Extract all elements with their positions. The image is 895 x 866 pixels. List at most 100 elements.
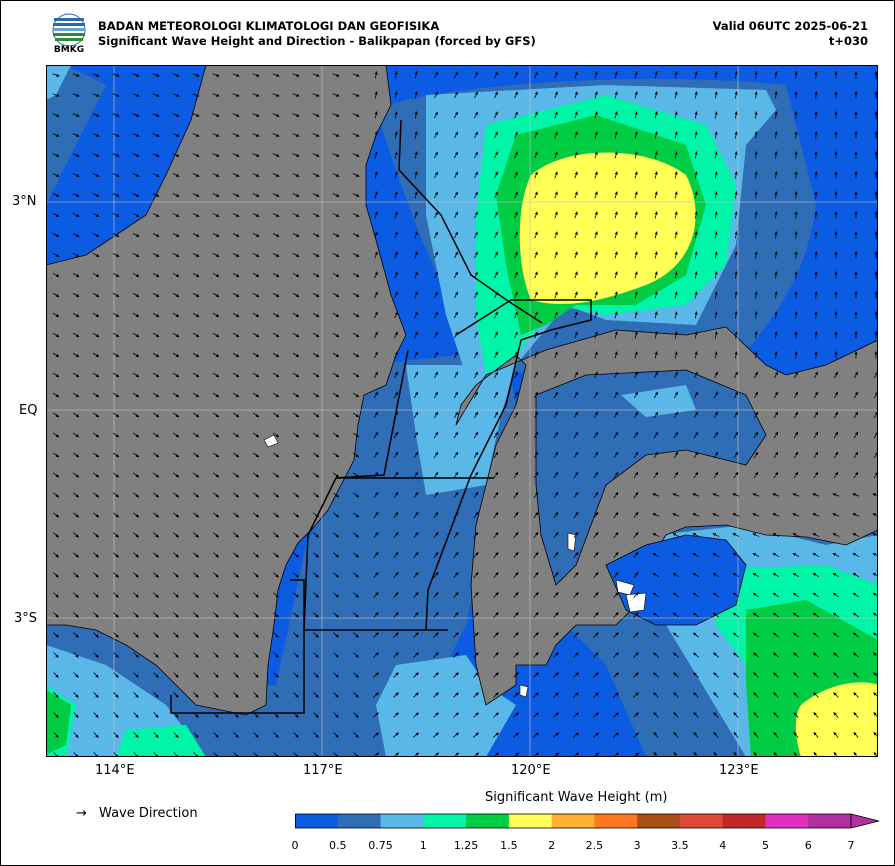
wave-arrow — [453, 431, 459, 439]
wave-arrow — [312, 392, 320, 398]
wave-arrow — [594, 311, 598, 319]
wave-arrow — [393, 491, 399, 499]
wave-arrow — [714, 231, 718, 239]
wave-arrow — [732, 493, 740, 497]
wave-arrow — [352, 332, 360, 338]
wave-arrow — [172, 472, 180, 478]
wave-arrow — [614, 271, 618, 279]
wave-arrow — [833, 391, 839, 399]
wave-arrow — [774, 251, 778, 259]
graticule — [46, 65, 878, 757]
wave-arrow — [494, 131, 498, 139]
wave-arrow — [594, 251, 598, 259]
wave-arrow — [413, 411, 419, 419]
wave-arrow — [132, 412, 140, 418]
wave-arrow — [693, 411, 699, 419]
wave-arrow — [252, 472, 260, 478]
wave-arrow — [192, 252, 200, 258]
wave-arrow — [52, 173, 60, 177]
wave-arrow — [152, 392, 160, 398]
wave-arrow — [312, 73, 320, 77]
wave-arrow — [554, 71, 558, 79]
wave-arrow — [634, 71, 638, 79]
wave-arrow — [614, 191, 618, 199]
wave-arrow — [272, 173, 280, 177]
wave-arrow — [212, 392, 220, 398]
colorbar-label: 0.5 — [329, 839, 347, 852]
wave-arrow — [112, 233, 120, 237]
wave-arrow — [132, 233, 140, 237]
wave-arrow — [152, 292, 160, 298]
colorbar-segment — [594, 814, 638, 828]
wave-arrow — [152, 472, 160, 478]
wave-arrow — [393, 451, 399, 459]
wave-arrow — [132, 153, 140, 157]
wave-arrow — [72, 173, 80, 177]
wave-arrow — [734, 331, 738, 339]
wave-arrow — [272, 252, 280, 258]
wave-arrow — [534, 231, 538, 239]
wave-arrow — [272, 193, 280, 197]
wave-arrow — [794, 91, 798, 99]
wave-arrow — [212, 472, 220, 478]
colorbar-segment — [551, 814, 595, 828]
wave-arrow — [594, 151, 598, 159]
wave-arrow — [654, 211, 658, 219]
wave-arrow — [232, 472, 240, 478]
wave-arrow — [733, 391, 739, 399]
wave-arrow — [172, 292, 180, 298]
wave-arrow — [152, 432, 160, 438]
wave-arrow — [413, 451, 419, 459]
wave-arrow — [92, 173, 100, 177]
wave-arrow — [772, 493, 780, 497]
wave-arrow — [673, 391, 679, 399]
wave-arrow — [332, 432, 340, 438]
wave-arrow — [394, 131, 398, 139]
lat-tick-eq: EQ — [19, 403, 38, 418]
wave-arrow — [112, 392, 120, 398]
wave-arrow — [473, 491, 479, 499]
wave-arrow — [152, 272, 160, 278]
wave-arrow — [674, 111, 678, 119]
wave-arrow — [494, 271, 498, 279]
wave-arrow — [52, 372, 60, 378]
wave-arrow — [92, 93, 100, 97]
wave-arrow — [513, 471, 519, 479]
wave-arrow — [413, 471, 419, 479]
wave-arrow — [554, 131, 558, 139]
wave-arrow — [292, 292, 300, 298]
wave-arrow — [733, 471, 739, 479]
wave-arrow — [773, 431, 779, 439]
wave-arrow — [132, 392, 140, 398]
wave-arrow — [812, 493, 820, 497]
wave-arrow — [252, 392, 260, 398]
wave-arrow — [594, 111, 598, 119]
wave-arrow — [654, 131, 658, 139]
wave-arrow — [374, 191, 378, 199]
wave-arrow — [374, 271, 378, 279]
wave-arrow — [374, 291, 378, 299]
wave-arrow — [172, 233, 180, 237]
colorbar-label: 2 — [548, 839, 556, 852]
wave-arrow — [714, 351, 718, 359]
wave-arrow — [92, 372, 100, 378]
wave-arrow — [292, 233, 300, 237]
wave-arrow — [513, 391, 519, 399]
wave-arrow — [674, 191, 678, 199]
wave-arrow — [192, 472, 200, 478]
wave-arrow — [673, 451, 679, 459]
island-1 — [263, 434, 279, 448]
wave-arrow — [92, 153, 100, 157]
wave-arrow — [152, 252, 160, 258]
wave-arrow — [152, 113, 160, 117]
wave-arrow — [534, 191, 538, 199]
wave-arrow — [774, 131, 778, 139]
wave-arrow — [653, 431, 659, 439]
wave-arrow — [654, 291, 658, 299]
wave-arrow — [554, 111, 558, 119]
wave-arrow — [794, 331, 798, 339]
wave-arrow — [473, 471, 479, 479]
wave-arrow — [454, 231, 458, 239]
wave-arrow — [454, 251, 458, 259]
wave-arrow — [714, 91, 718, 99]
